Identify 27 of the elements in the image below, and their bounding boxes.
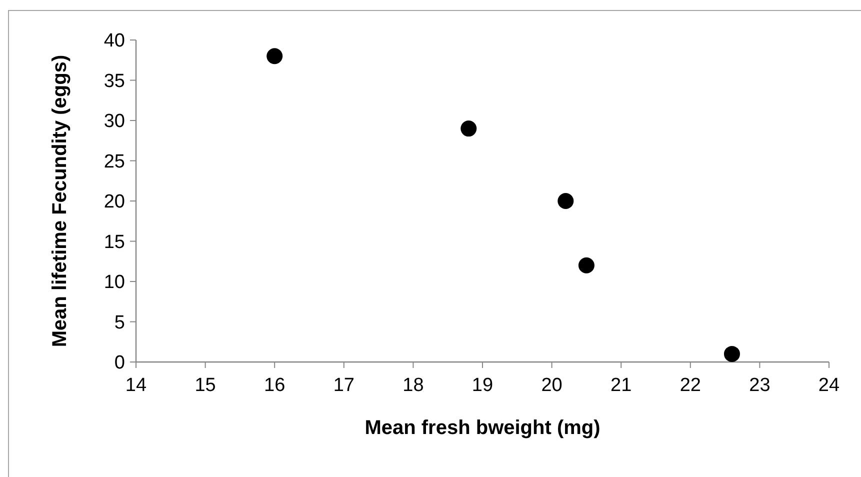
y-tick-label: 0 (114, 352, 125, 374)
point (724, 346, 740, 362)
y-tick-label: 25 (104, 151, 125, 172)
x-tick-label: 21 (610, 375, 632, 396)
x-tick-label: 22 (680, 375, 701, 396)
x-tick-label: 19 (472, 375, 494, 396)
x-axis-title: Mean fresh bweight (mg) (364, 417, 600, 439)
x-tick-label: 16 (264, 375, 286, 396)
x-tick-label: 18 (402, 375, 424, 396)
point (266, 48, 283, 64)
point (558, 193, 574, 209)
y-tick-label: 30 (104, 111, 125, 132)
x-tick-label: 15 (194, 375, 216, 396)
y-tick-label: 35 (104, 70, 125, 92)
x-tick-label: 24 (818, 375, 840, 396)
y-tick-label: 20 (104, 192, 125, 213)
x-tick-label: 14 (125, 375, 147, 396)
y-tick-label: 40 (104, 30, 125, 52)
x-tick-label: 23 (749, 375, 770, 396)
y-tick-label: 10 (104, 272, 125, 294)
x-tick-label: 17 (333, 375, 354, 396)
x-tick-label: 20 (541, 375, 562, 396)
y-tick-label: 15 (104, 232, 125, 253)
point (578, 257, 594, 274)
y-axis-title: Mean lifetime Fecundity (eggs) (49, 54, 71, 348)
point (460, 120, 477, 137)
y-tick-label: 5 (114, 312, 125, 334)
